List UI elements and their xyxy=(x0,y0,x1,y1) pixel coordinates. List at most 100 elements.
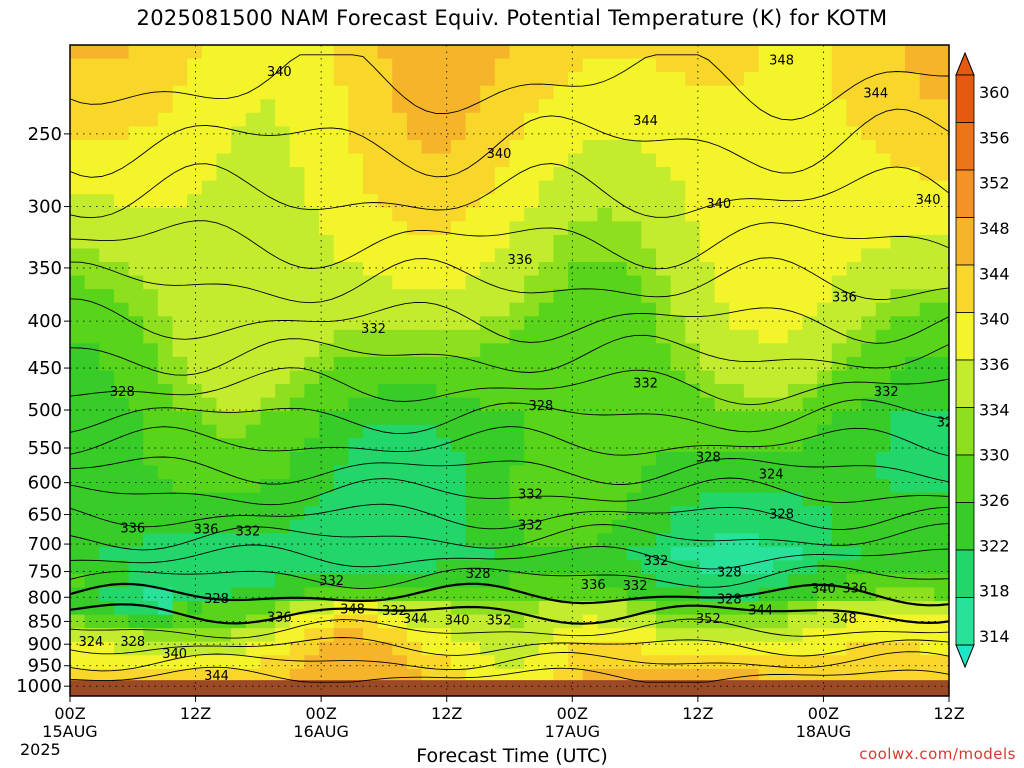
field-cell xyxy=(729,397,745,412)
field-cell xyxy=(99,112,115,127)
field-cell xyxy=(348,370,364,385)
field-cell xyxy=(670,601,686,616)
field-cell xyxy=(348,465,364,480)
field-cell xyxy=(934,58,949,73)
field-cell xyxy=(612,465,628,480)
field-cell xyxy=(436,614,452,629)
field-cell xyxy=(582,506,598,521)
field-cell xyxy=(392,343,408,358)
field-cell xyxy=(538,451,555,467)
field-cell xyxy=(538,356,555,372)
field-cell xyxy=(538,85,555,100)
field-cell xyxy=(641,519,657,534)
field-cell xyxy=(758,356,774,372)
field-cell xyxy=(553,207,569,222)
field-cell xyxy=(275,99,291,114)
field-cell xyxy=(831,573,848,589)
field-cell xyxy=(846,58,862,73)
field-cell xyxy=(450,438,467,453)
y-tick-label: 900 xyxy=(28,634,62,655)
field-cell xyxy=(392,72,408,87)
field-cell xyxy=(436,655,452,670)
field-cell xyxy=(743,411,760,426)
field-cell xyxy=(773,289,789,304)
field-cell xyxy=(319,641,335,656)
field-cell xyxy=(890,153,906,168)
field-cell xyxy=(890,194,906,209)
field-cell xyxy=(363,180,379,195)
field-cell xyxy=(319,153,335,168)
field-cell xyxy=(831,316,848,331)
field-cell xyxy=(392,302,408,317)
field-cell xyxy=(392,424,408,439)
field-cell xyxy=(612,302,628,317)
field-cell xyxy=(494,72,511,87)
field-cell xyxy=(670,262,686,277)
field-cell xyxy=(377,234,393,250)
field-cell xyxy=(113,139,130,155)
field-cell xyxy=(143,655,159,670)
field-cell xyxy=(656,126,672,141)
field-cell xyxy=(831,506,848,521)
field-cell xyxy=(363,207,379,222)
field-cell xyxy=(553,139,569,155)
field-cell xyxy=(582,234,598,250)
field-cell xyxy=(333,587,349,602)
field-cell xyxy=(787,438,804,453)
field-cell xyxy=(363,343,379,358)
colorbar-segment xyxy=(955,454,975,503)
field-cell xyxy=(919,397,935,412)
colorbar-tick-label: 314 xyxy=(979,627,1010,646)
field-cell xyxy=(333,451,349,467)
field-cell xyxy=(934,262,949,277)
field-cell xyxy=(626,275,642,290)
field-cell xyxy=(890,262,906,277)
field-cell xyxy=(319,248,335,263)
field-cell xyxy=(333,262,349,277)
field-cell xyxy=(538,153,555,168)
field-cell xyxy=(275,112,291,127)
field-cell xyxy=(245,85,262,100)
field-cell xyxy=(861,628,877,643)
field-cell xyxy=(363,72,379,87)
field-cell xyxy=(538,262,555,277)
field-cell xyxy=(465,397,481,412)
field-cell xyxy=(685,506,701,521)
field-cell xyxy=(846,438,862,453)
field-cell xyxy=(524,167,540,182)
field-cell xyxy=(802,451,818,467)
field-cell xyxy=(363,479,379,494)
field-cell xyxy=(568,479,584,494)
field-cell xyxy=(861,560,877,575)
field-cell xyxy=(260,424,276,439)
field-cell xyxy=(260,641,276,656)
field-cell xyxy=(773,384,789,399)
field-cell xyxy=(406,180,423,195)
field-cell xyxy=(84,655,100,670)
field-cell xyxy=(421,506,437,521)
contour-line xyxy=(70,477,949,506)
credit-link[interactable]: coolwx.com/models xyxy=(859,745,1016,763)
field-cell xyxy=(509,234,525,250)
field-cell xyxy=(656,641,672,656)
contour-line xyxy=(70,503,949,530)
field-cell xyxy=(157,384,174,399)
field-cell xyxy=(612,560,628,575)
field-cell xyxy=(333,546,349,561)
field-cell xyxy=(143,316,159,331)
field-cell xyxy=(773,72,789,87)
field-cell xyxy=(934,587,949,602)
field-cell xyxy=(787,451,804,467)
field-cell xyxy=(70,316,86,331)
field-cell xyxy=(831,370,848,385)
field-cell xyxy=(831,465,848,480)
field-cell xyxy=(685,72,701,87)
field-cell xyxy=(802,560,818,575)
field-cell xyxy=(685,641,701,656)
colorbar-tick-label: 326 xyxy=(979,491,1010,510)
field-cell xyxy=(846,546,862,561)
field-cell xyxy=(480,533,496,548)
field-cell xyxy=(597,234,613,250)
field-cell xyxy=(113,343,130,358)
field-cell xyxy=(817,153,833,168)
